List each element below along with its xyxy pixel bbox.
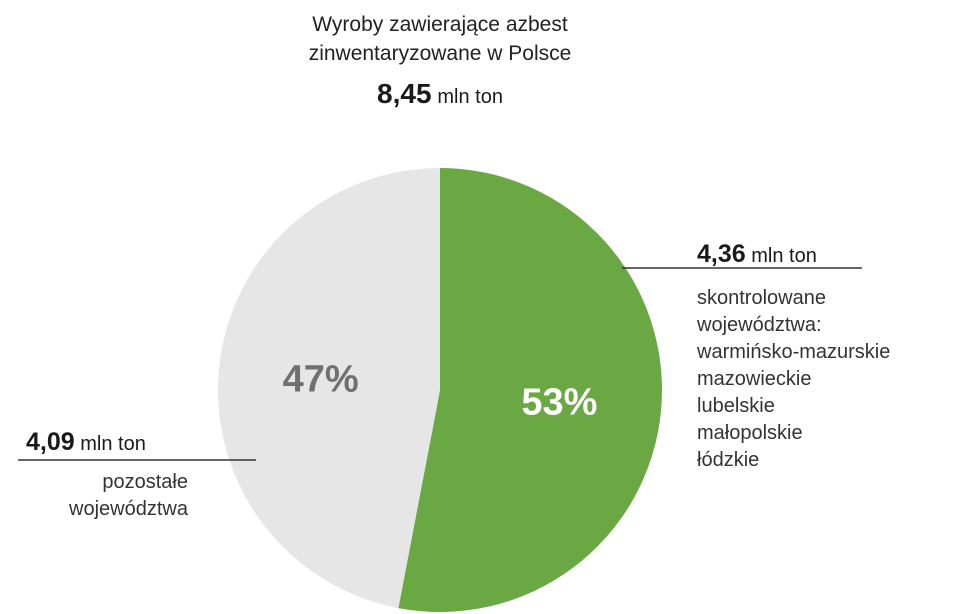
slice-label-other: 47% [283,359,359,401]
total-number: 8,45 [377,78,432,109]
callout-other-unit: mln ton [80,433,146,455]
voivodeship-item: łódzkie [697,449,760,471]
callout-controlled-unit: mln ton [751,245,817,267]
total-value: 8,45 mln ton [0,78,880,110]
callout-controlled-number: 4,36 [697,240,746,268]
callout-other: 4,09 mln ton pozostałe województwa [26,428,188,523]
callout-other-description: pozostałe województwa [69,471,188,520]
callout-controlled-value: 4,36 mln ton [697,240,890,269]
voivodeship-item: lubelskie [697,395,775,417]
title-line-2: zinwentaryzowane w Polsce [308,42,572,65]
total-unit: mln ton [437,86,503,108]
voivodeship-list: warmińsko-mazurskie mazowieckie lubelskie m… [697,339,890,474]
callout-other-number: 4,09 [26,428,75,456]
voivodeship-item: mazowieckie [697,368,812,390]
callout-other-value: 4,09 mln ton [26,428,188,457]
voivodeship-item: małopolskie [697,422,803,444]
pie-slice-controlled [398,167,663,612]
controlled-description-line: skontrolowane województwa: [697,287,826,336]
callout-controlled-description: skontrolowane województwa: warmińsko-maz… [697,285,890,474]
callout-controlled: 4,36 mln ton skontrolowane województwa: … [697,240,890,474]
chart-title: Wyroby zawierające azbest zinwentaryzowa… [0,10,880,110]
slice-label-controlled: 53% [521,381,597,423]
voivodeship-item: warmińsko-mazurskie [697,341,891,363]
title-line-1: Wyroby zawierające azbest [312,13,568,36]
pie-slice-other [218,168,440,609]
